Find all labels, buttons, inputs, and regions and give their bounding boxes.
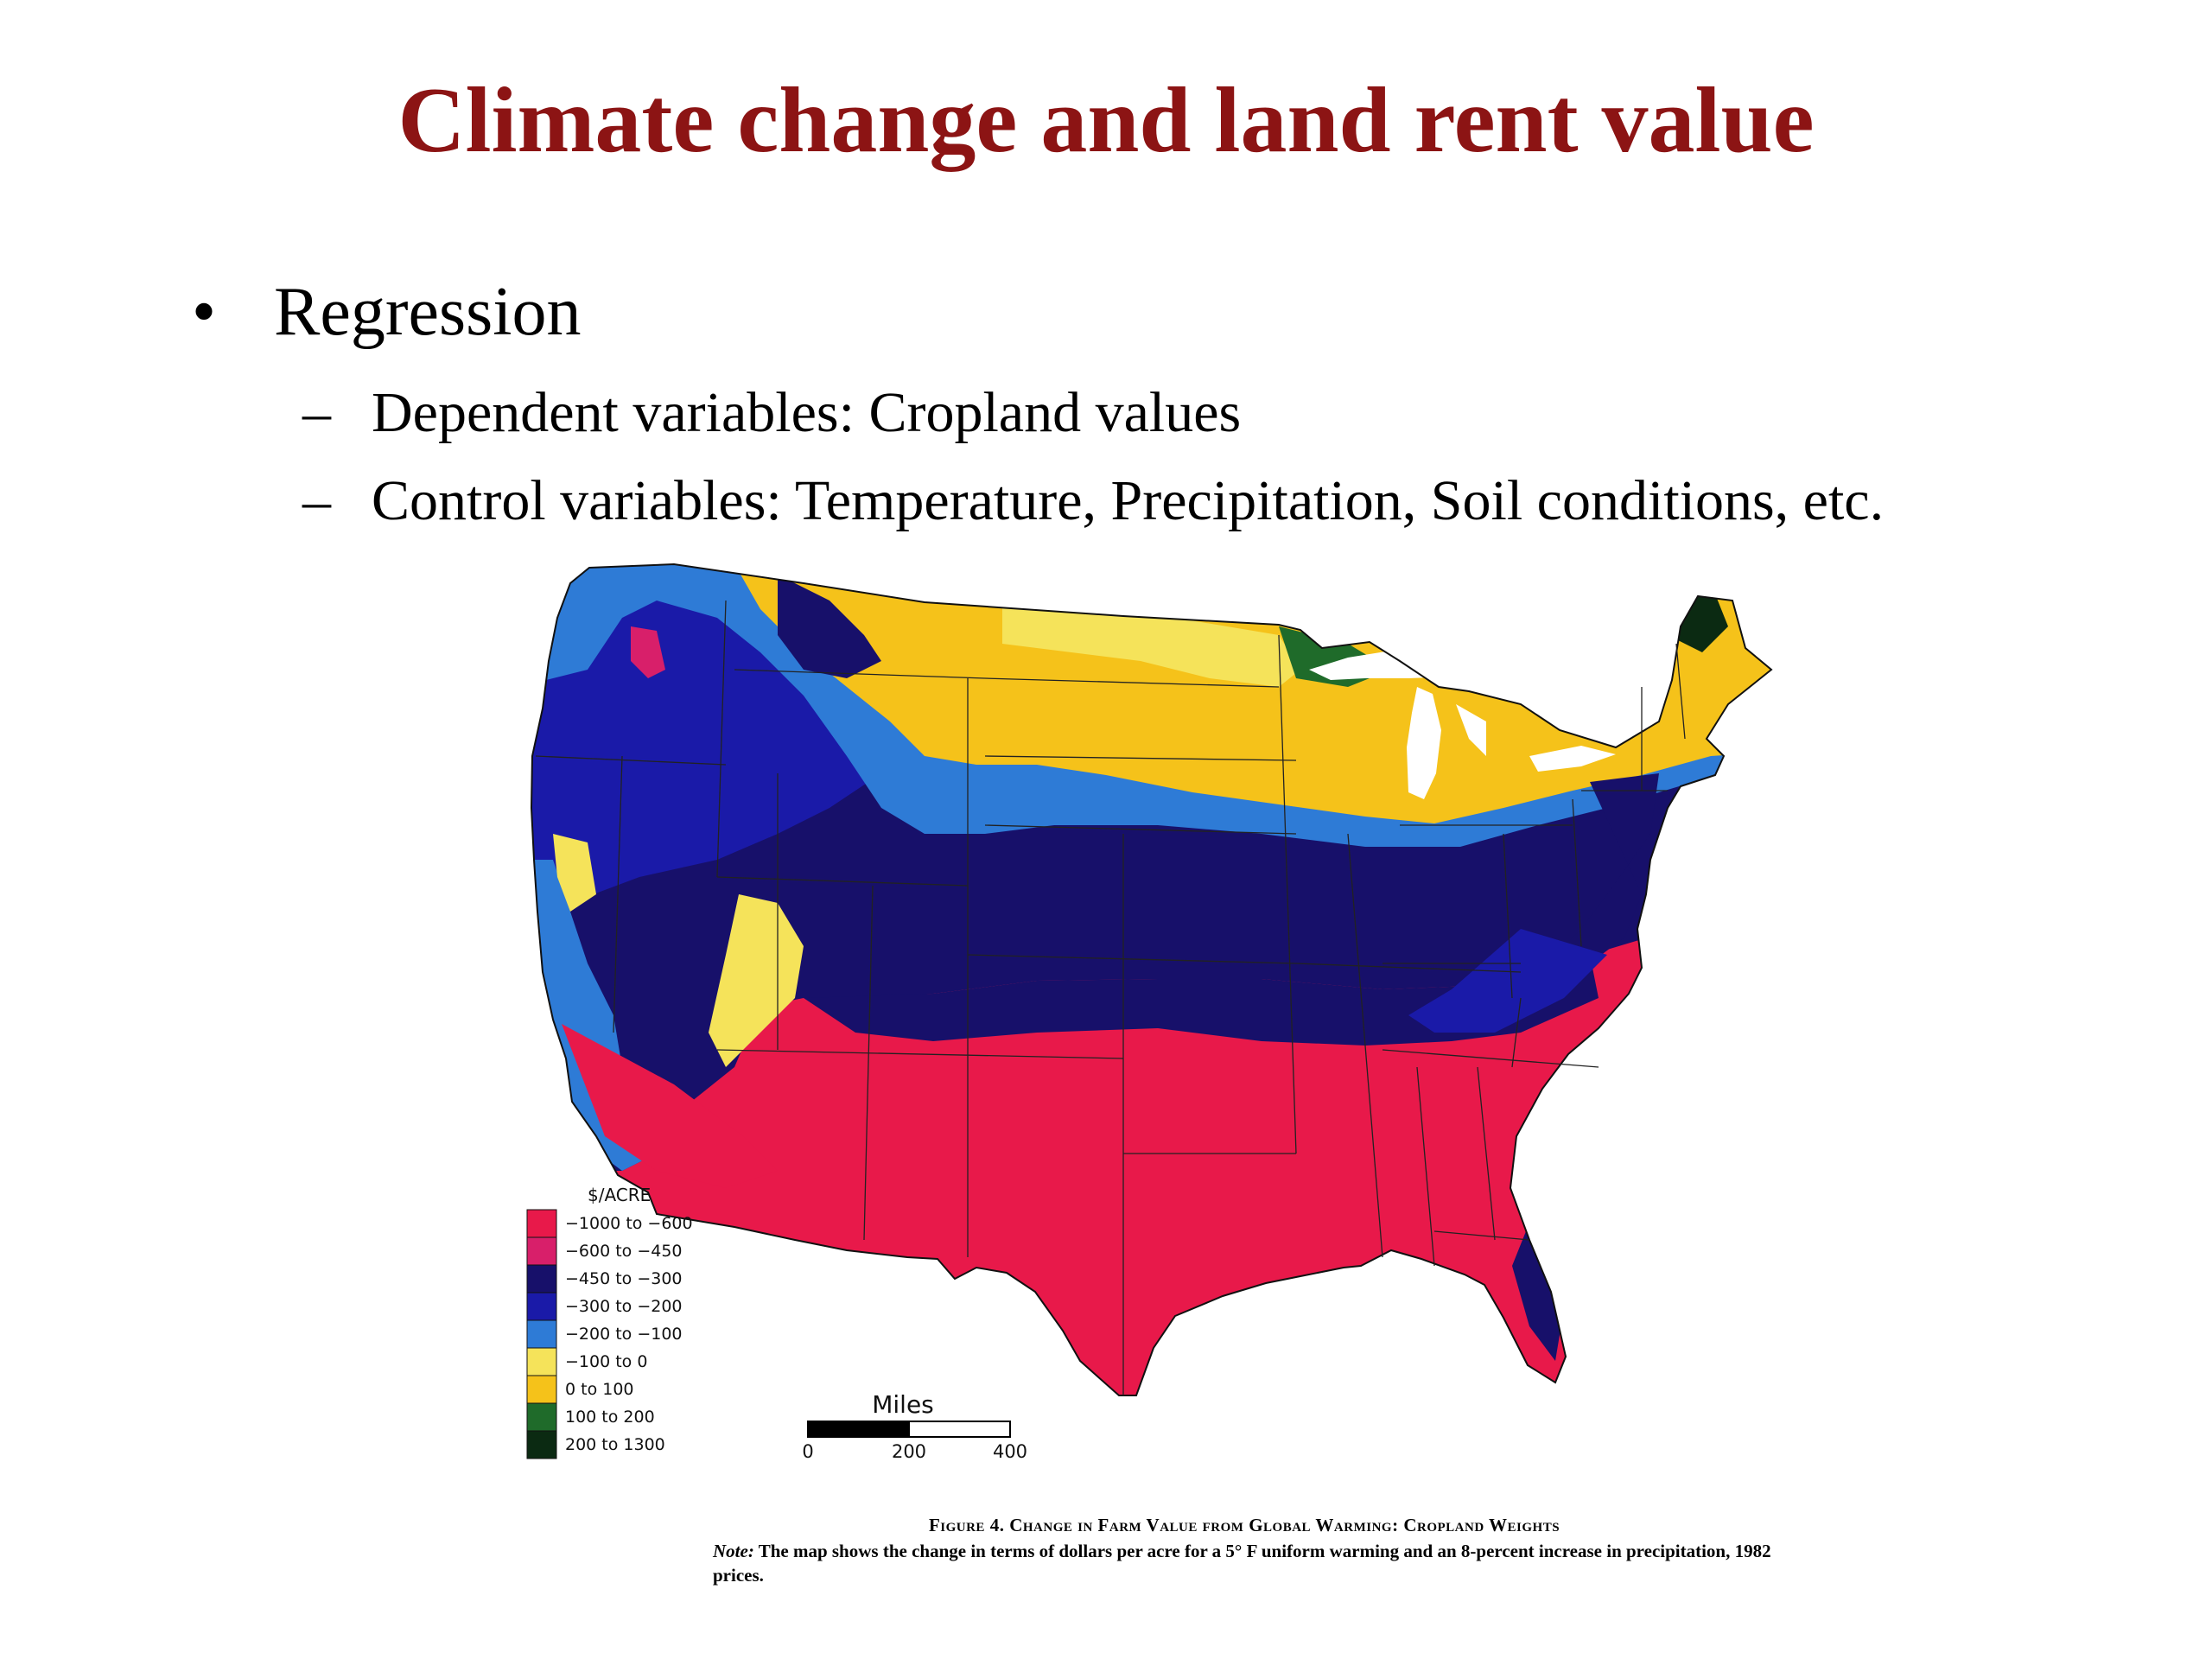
state-boundaries (535, 600, 1686, 1395)
map-legend: $/ACRE −1000 to −600 −600 to −450 −450 to … (526, 1185, 693, 1459)
subbullet-marker: – (302, 469, 331, 532)
bullet-marker: • (192, 274, 217, 350)
legend-swatch (526, 1209, 557, 1238)
legend-swatch (526, 1430, 557, 1459)
legend-label: −100 to 0 (565, 1352, 647, 1371)
legend-label: 100 to 200 (565, 1408, 655, 1427)
zone-red-socal (562, 1024, 778, 1188)
zone-blue-appalachia (1408, 929, 1607, 1033)
scale-segment-white (908, 1421, 1011, 1438)
legend-label: 0 to 100 (565, 1380, 634, 1399)
legend-label: −600 to −450 (565, 1242, 683, 1261)
bullet-text: Regression (274, 274, 582, 350)
legend-label: 200 to 1300 (565, 1435, 665, 1454)
legend-label: −300 to −200 (565, 1297, 683, 1316)
scale-tick-200: 200 (892, 1441, 926, 1462)
subbullet-text: Dependent variables: Cropland values (372, 381, 1242, 444)
caption-note-text: The map shows the change in terms of dol… (713, 1541, 1771, 1586)
subbullet-marker: – (302, 381, 331, 444)
scale-title: Miles (872, 1390, 934, 1419)
legend-swatch (526, 1264, 557, 1294)
zone-navy-east-coast (1555, 773, 1659, 963)
legend-swatch (526, 1319, 557, 1349)
caption-note-label: Note: (713, 1541, 754, 1561)
farm-value-map-figure: $/ACRE −1000 to −600 −600 to −450 −450 to … (518, 549, 1953, 1599)
scale-segment-black (807, 1421, 910, 1438)
legend-title: $/ACRE (588, 1185, 651, 1205)
zone-navy-midwest (804, 955, 1599, 1046)
zone-yellow-california (553, 834, 596, 912)
map-color-zones (531, 564, 1771, 1395)
legend-swatch (526, 1402, 557, 1432)
legend-swatch (526, 1347, 557, 1376)
caption-note: Note: The map shows the change in terms … (713, 1539, 1776, 1588)
us-choropleth-map: $/ACRE −1000 to −600 −600 to −450 −450 to … (526, 563, 1772, 1462)
zone-yellow-colorado (709, 894, 804, 1067)
legend-label: −450 to −300 (565, 1269, 683, 1288)
figure-caption: Figure 4. Change in Farm Value from Glob… (713, 1515, 1776, 1588)
scale-bar: Miles 0 200 400 (802, 1390, 1027, 1462)
zone-yellow-dakotas (1002, 601, 1300, 687)
caption-title: Figure 4. Change in Farm Value from Glob… (928, 1515, 1560, 1535)
zone-navy-montana (778, 575, 881, 678)
slide-title: Climate change and land rent value (397, 69, 1815, 172)
legend-swatch (526, 1292, 557, 1321)
scale-tick-400: 400 (993, 1441, 1027, 1462)
legend-label: −1000 to −600 (565, 1214, 693, 1233)
legend-label: −200 to −100 (565, 1325, 683, 1344)
scale-tick-0: 0 (802, 1441, 813, 1462)
zone-magenta-idaho (631, 626, 665, 678)
subbullet-text: Control variables: Temperature, Precipit… (372, 469, 1885, 532)
legend-swatch (526, 1236, 557, 1266)
legend-swatch (526, 1375, 557, 1404)
